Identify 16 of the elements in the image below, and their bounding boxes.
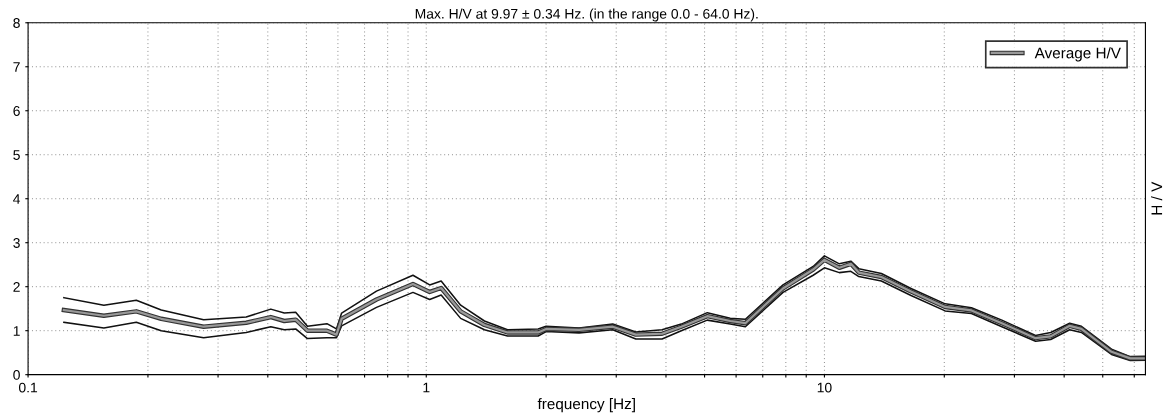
y-tick-label: 2 — [13, 282, 20, 292]
y-tick-label: 3 — [13, 238, 20, 248]
y-axis-title: H / V — [1150, 181, 1163, 215]
x-axis-title: frequency [Hz] — [537, 398, 635, 413]
x-tick-label: 10 — [817, 382, 832, 393]
x-tick-label: 0.1 — [18, 382, 38, 393]
y-tick-label: 6 — [13, 106, 20, 116]
y-tick-label: 0 — [13, 370, 20, 380]
y-tick-label: 4 — [13, 194, 21, 204]
chart-title: Max. H/V at 9.97 ± 0.34 Hz. (in the range 0.0 - 64.0 Hz). — [415, 8, 758, 22]
x-tick-label: 1 — [423, 382, 430, 393]
legend-label: Average H/V — [1034, 47, 1121, 62]
y-tick-label: 8 — [13, 18, 20, 28]
y-tick-label: 7 — [13, 62, 20, 72]
y-tick-label: 5 — [13, 150, 20, 160]
y-tick-label: 1 — [13, 326, 20, 336]
